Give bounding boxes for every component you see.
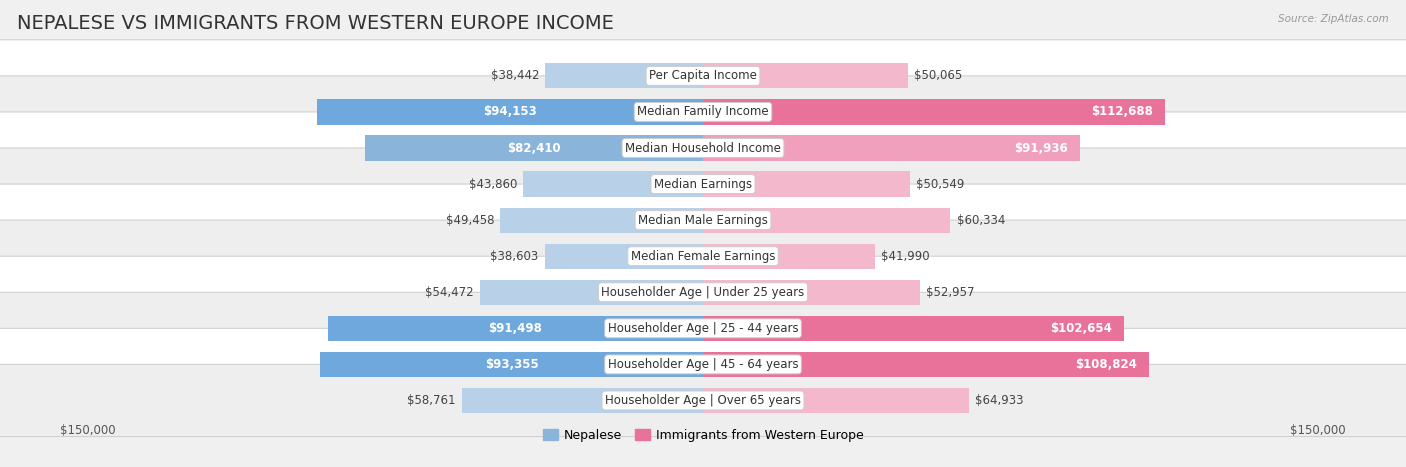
Text: NEPALESE VS IMMIGRANTS FROM WESTERN EUROPE INCOME: NEPALESE VS IMMIGRANTS FROM WESTERN EURO… [17, 14, 614, 33]
Text: Median Male Earnings: Median Male Earnings [638, 213, 768, 226]
Text: $52,957: $52,957 [927, 286, 974, 299]
Text: Householder Age | Over 65 years: Householder Age | Over 65 years [605, 394, 801, 407]
Bar [546, 63, 703, 89]
Text: Source: ZipAtlas.com: Source: ZipAtlas.com [1278, 14, 1389, 24]
FancyBboxPatch shape [0, 292, 1406, 364]
Bar [703, 244, 875, 269]
Text: Median Household Income: Median Household Income [626, 142, 780, 155]
FancyBboxPatch shape [0, 220, 1406, 292]
Text: $64,933: $64,933 [976, 394, 1024, 407]
FancyBboxPatch shape [0, 328, 1406, 401]
Bar [366, 135, 703, 161]
FancyBboxPatch shape [0, 256, 1406, 328]
Text: $60,334: $60,334 [956, 213, 1005, 226]
Text: $91,498: $91,498 [488, 322, 543, 335]
Bar [703, 388, 969, 413]
Text: $41,990: $41,990 [882, 250, 929, 263]
Bar [703, 171, 910, 197]
Legend: Nepalese, Immigrants from Western Europe: Nepalese, Immigrants from Western Europe [537, 424, 869, 447]
Bar [501, 207, 703, 233]
FancyBboxPatch shape [0, 112, 1406, 184]
Text: $108,824: $108,824 [1076, 358, 1137, 371]
Text: $54,472: $54,472 [425, 286, 474, 299]
Text: $50,065: $50,065 [914, 70, 963, 82]
Bar [316, 99, 703, 125]
Text: $102,654: $102,654 [1050, 322, 1112, 335]
Text: Householder Age | Under 25 years: Householder Age | Under 25 years [602, 286, 804, 299]
Bar [544, 244, 703, 269]
Bar [703, 207, 950, 233]
Bar [463, 388, 703, 413]
Text: Householder Age | 25 - 44 years: Householder Age | 25 - 44 years [607, 322, 799, 335]
Bar [328, 316, 703, 341]
FancyBboxPatch shape [0, 76, 1406, 148]
Bar [703, 316, 1123, 341]
FancyBboxPatch shape [0, 40, 1406, 112]
Text: $50,549: $50,549 [917, 177, 965, 191]
Bar [479, 280, 703, 305]
Text: $43,860: $43,860 [468, 177, 517, 191]
Text: Median Female Earnings: Median Female Earnings [631, 250, 775, 263]
Bar [703, 280, 920, 305]
Text: $38,603: $38,603 [491, 250, 538, 263]
Text: $38,442: $38,442 [491, 70, 540, 82]
FancyBboxPatch shape [0, 184, 1406, 256]
Text: $112,688: $112,688 [1091, 106, 1153, 119]
Text: $91,936: $91,936 [1014, 142, 1067, 155]
Text: Householder Age | 45 - 64 years: Householder Age | 45 - 64 years [607, 358, 799, 371]
FancyBboxPatch shape [0, 148, 1406, 220]
Bar [523, 171, 703, 197]
Bar [321, 352, 703, 377]
Text: $82,410: $82,410 [508, 142, 561, 155]
Text: $93,355: $93,355 [485, 358, 538, 371]
Text: $94,153: $94,153 [484, 106, 537, 119]
Bar [703, 99, 1166, 125]
Text: Median Earnings: Median Earnings [654, 177, 752, 191]
Bar [703, 63, 908, 89]
Text: Median Family Income: Median Family Income [637, 106, 769, 119]
Bar [703, 135, 1080, 161]
Bar [703, 352, 1149, 377]
FancyBboxPatch shape [0, 364, 1406, 437]
Text: Per Capita Income: Per Capita Income [650, 70, 756, 82]
Text: $58,761: $58,761 [408, 394, 456, 407]
Text: $49,458: $49,458 [446, 213, 494, 226]
